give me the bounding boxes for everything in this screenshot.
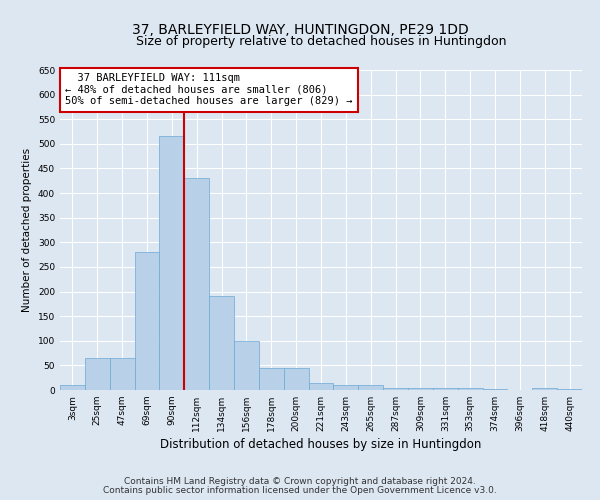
Bar [408, 388, 433, 390]
Bar [209, 296, 234, 390]
Bar [458, 388, 482, 390]
Bar [85, 358, 110, 390]
Bar [532, 388, 557, 390]
Bar [134, 252, 160, 390]
Text: Contains HM Land Registry data © Crown copyright and database right 2024.: Contains HM Land Registry data © Crown c… [124, 477, 476, 486]
Bar [259, 368, 284, 390]
Bar [358, 385, 383, 390]
Bar [60, 385, 85, 390]
Bar [433, 388, 458, 390]
Bar [557, 388, 582, 390]
X-axis label: Distribution of detached houses by size in Huntingdon: Distribution of detached houses by size … [160, 438, 482, 451]
Bar [284, 368, 308, 390]
Y-axis label: Number of detached properties: Number of detached properties [22, 148, 32, 312]
Bar [160, 136, 184, 390]
Text: 37, BARLEYFIELD WAY, HUNTINGDON, PE29 1DD: 37, BARLEYFIELD WAY, HUNTINGDON, PE29 1D… [131, 22, 469, 36]
Bar [110, 358, 134, 390]
Bar [184, 178, 209, 390]
Bar [234, 341, 259, 390]
Text: Contains public sector information licensed under the Open Government Licence v3: Contains public sector information licen… [103, 486, 497, 495]
Bar [334, 385, 358, 390]
Bar [482, 389, 508, 390]
Title: Size of property relative to detached houses in Huntingdon: Size of property relative to detached ho… [136, 35, 506, 48]
Bar [308, 382, 334, 390]
Bar [383, 388, 408, 390]
Text: 37 BARLEYFIELD WAY: 111sqm
← 48% of detached houses are smaller (806)
50% of sem: 37 BARLEYFIELD WAY: 111sqm ← 48% of deta… [65, 73, 353, 106]
